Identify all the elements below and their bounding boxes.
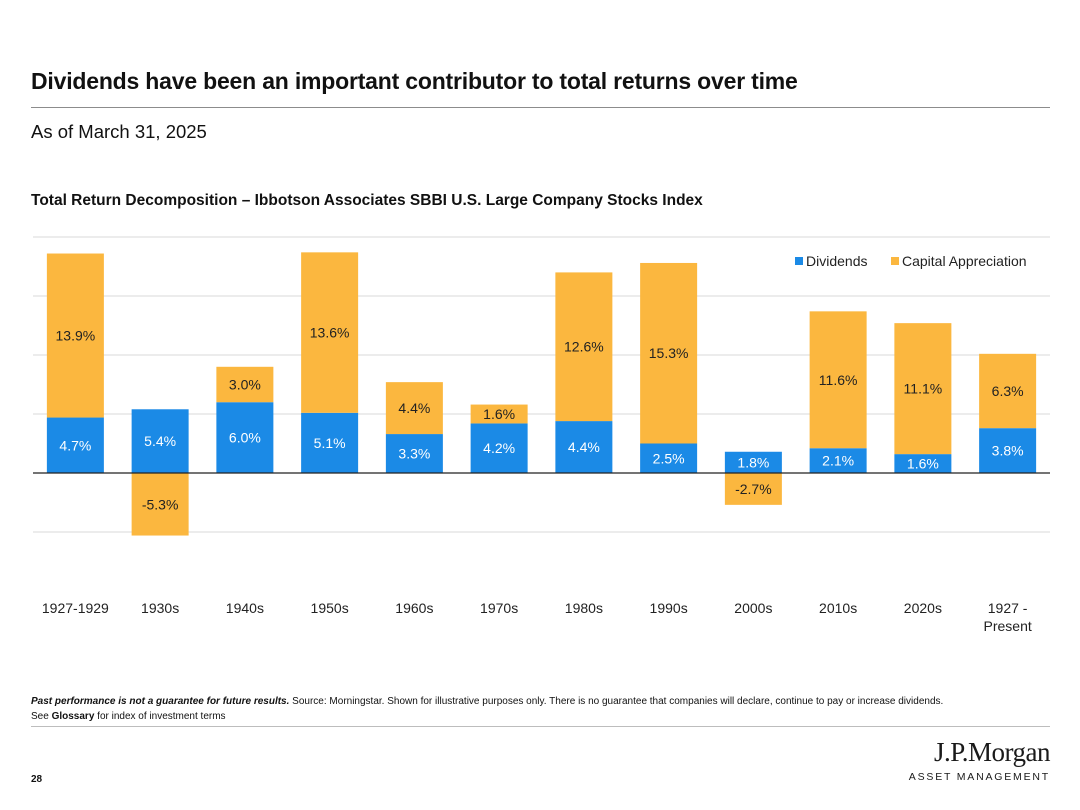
capital-appreciation-data-label: 13.9% [56,328,96,344]
category-label: 2020s [904,600,942,616]
dividends-data-label: 4.2% [483,440,515,456]
footnote: Past performance is not a guarantee for … [31,694,1061,724]
legend-label-capital-appreciation: Capital Appreciation [902,253,1027,269]
dividends-bar [894,454,952,473]
dividends-data-label: 4.7% [59,437,91,453]
capital-appreciation-bar [894,323,952,455]
dividends-bar [470,423,528,473]
glossary-link[interactable]: Glossary [51,711,95,722]
legend-swatch-capital-appreciation [891,257,899,265]
capital-appreciation-bar [131,473,189,536]
category-label: 1930s [141,600,179,616]
dividends-bar [385,434,443,473]
dividends-data-label: 5.4% [144,433,176,449]
category-label: 1950s [311,600,349,616]
category-label: 1980s [565,600,603,616]
chart-title: Total Return Decomposition – Ibbotson As… [31,192,703,209]
capital-appreciation-data-label: 13.6% [310,325,350,341]
dividends-bar [555,421,613,473]
logo-subtitle: ASSET MANAGEMENT [908,771,1050,783]
as-of-date: As of March 31, 2025 [31,121,207,142]
category-label: 1970s [480,600,518,616]
category-label: 2010s [819,600,857,616]
legend-label-dividends: Dividends [806,253,867,269]
capital-appreciation-data-label: 4.4% [398,400,430,416]
capital-appreciation-data-label: 15.3% [649,345,689,361]
dividends-bar [131,409,189,473]
dividends-data-label: 3.8% [992,443,1024,459]
dividends-data-label: 3.3% [398,446,430,462]
capital-appreciation-bar [470,404,528,424]
dividends-bar [301,412,359,473]
dividends-bar [216,402,274,473]
category-label: 1927 -Present [984,600,1032,634]
capital-appreciation-bar [216,366,274,403]
capital-appreciation-bar [555,272,613,422]
capital-appreciation-bar [724,473,782,505]
page-number: 28 [31,774,43,785]
glossary-suffix: for index of investment terms [94,711,226,722]
disclaimer-text: Source: Morningstar. Shown for illustrat… [289,696,944,707]
capital-appreciation-bar [301,252,359,413]
dividends-data-label: 1.8% [737,454,769,470]
category-label: 1940s [226,600,264,616]
stacked-bar-chart: 4.7% 13.9% 1927-1929 5.4% -5.3% 1930s 6.0% 3.0%… [33,236,1050,634]
dividends-data-label: 2.5% [653,450,685,466]
page-title: Dividends have been an important contrib… [31,68,798,94]
dividends-data-label: 5.1% [314,435,346,451]
capital-appreciation-bar [640,262,698,444]
capital-appreciation-data-label: -5.3% [142,496,179,512]
category-label: 2000s [734,600,772,616]
capital-appreciation-bar [979,353,1037,429]
glossary-prefix: See [31,711,52,722]
capital-appreciation-data-label: 12.6% [564,339,604,355]
footer-divider [31,726,1050,727]
dividends-data-label: 4.4% [568,439,600,455]
category-label: 1927-1929 [42,600,109,616]
category-label: 1960s [395,600,433,616]
dividends-bar [640,443,698,473]
dividends-data-label: 2.1% [822,453,854,469]
legend-swatch-dividends [795,257,803,265]
company-logo: J.P.Morgan ASSET MANAGEMENT [908,737,1051,783]
capital-appreciation-data-label: -2.7% [735,481,772,497]
capital-appreciation-bar [809,311,867,449]
dividends-bar [46,417,104,473]
capital-appreciation-data-label: 11.1% [904,381,943,397]
capital-appreciation-data-label: 1.6% [483,406,515,422]
dividends-bar [809,448,867,473]
capital-appreciation-data-label: 6.3% [992,383,1024,399]
dividends-bar [979,428,1037,473]
dividends-bar [724,451,782,473]
dividends-data-label: 6.0% [229,430,261,446]
capital-appreciation-bar [46,253,104,418]
title-divider [31,107,1050,108]
capital-appreciation-data-label: 3.0% [229,377,261,393]
capital-appreciation-bar [385,382,443,435]
disclaimer-bold: Past performance is not a guarantee for … [31,696,290,707]
category-label: 1990s [650,600,688,616]
logo-name: J.P.Morgan [933,737,1051,767]
capital-appreciation-data-label: 11.6% [819,372,858,388]
dividends-data-label: 1.6% [907,456,939,472]
